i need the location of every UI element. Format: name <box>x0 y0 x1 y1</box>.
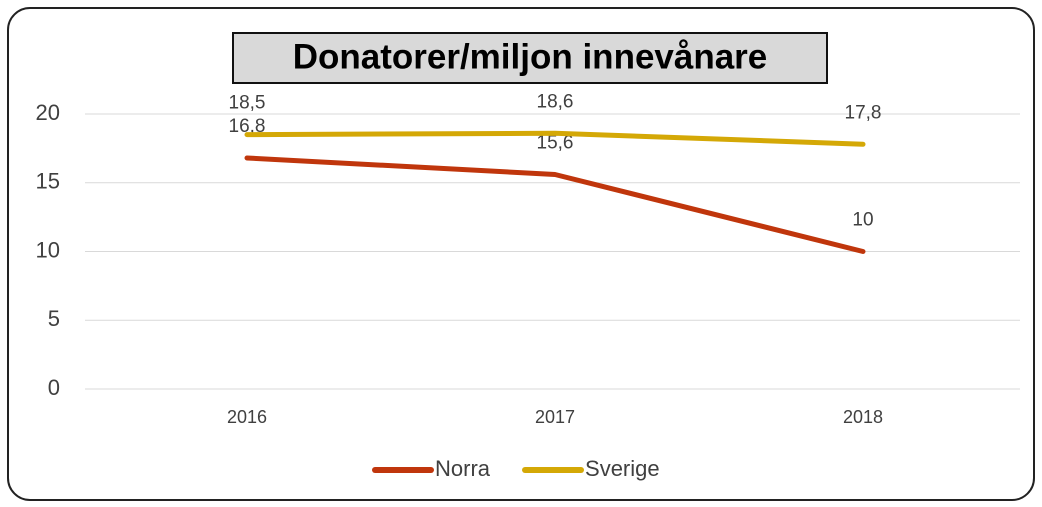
chart-title: Donatorer/miljon innevånare <box>293 37 768 76</box>
data-line <box>244 155 866 254</box>
y-tick-label: 15 <box>36 169 60 194</box>
title-box <box>232 32 828 84</box>
x-tick-label: 2017 <box>535 407 575 427</box>
data-label: 18,5 <box>229 93 266 114</box>
x-tick-label: 2018 <box>843 407 883 427</box>
x-tick-label: 2016 <box>227 407 267 427</box>
data-label: 16,8 <box>229 116 266 137</box>
data-label: 15,6 <box>537 133 574 154</box>
y-tick-label: 10 <box>36 237 60 262</box>
legend-label: Norra <box>435 456 491 481</box>
y-tick-label: 0 <box>48 375 60 400</box>
data-line <box>244 130 866 147</box>
chart-frame <box>7 7 1035 501</box>
data-label: 18,6 <box>537 91 574 112</box>
y-tick-label: 5 <box>48 306 60 331</box>
data-label: 10 <box>852 210 873 231</box>
y-tick-label: 20 <box>36 100 60 125</box>
data-label: 17,8 <box>845 102 882 123</box>
legend-label: Sverige <box>585 456 660 481</box>
